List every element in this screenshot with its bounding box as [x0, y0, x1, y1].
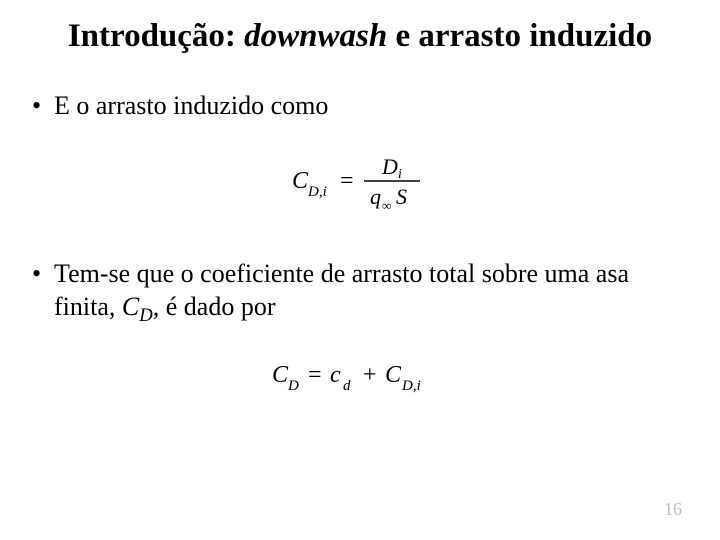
bullet-2-sub: D	[139, 305, 153, 326]
eq2-plus: +	[363, 362, 377, 388]
bullet-dot-icon: •	[30, 90, 54, 123]
equation-2-svg: C D = c d + C D,i	[250, 356, 470, 396]
bullet-1: • E o arrasto induzido como	[30, 90, 672, 123]
title-italic: downwash	[244, 18, 387, 54]
bullet-1-text: E o arrasto induzido como	[54, 90, 672, 123]
bullet-2: • Tem-se que o coeficiente de arrasto to…	[30, 258, 672, 327]
eq2-term1-sub: d	[343, 378, 351, 394]
eq2-term1-c: c	[330, 362, 341, 388]
bullet-2-var: C	[122, 292, 139, 321]
bullet-dot-icon: •	[30, 258, 54, 291]
title-part1: Introdução:	[68, 18, 244, 54]
eq1-equals: =	[340, 168, 354, 194]
eq2-equals: =	[308, 362, 322, 388]
eq1-num-sub: i	[398, 167, 402, 182]
eq1-den-q: q	[370, 184, 381, 209]
eq1-den-inf: ∞	[382, 198, 391, 213]
eq2-lhs-sub: D	[287, 378, 299, 394]
title-part2: e arrasto induzido	[387, 18, 652, 54]
equation-1-svg: C D,i = D i q ∞ S	[270, 146, 450, 214]
eq1-lhs-C: C	[292, 168, 309, 194]
slide: Introdução: downwash e arrasto induzido …	[0, 0, 720, 540]
equation-1: C D,i = D i q ∞ S	[48, 146, 672, 214]
eq2-term2-sub: D,i	[401, 378, 421, 394]
eq2-lhs-C: C	[272, 362, 289, 388]
slide-title: Introdução: downwash e arrasto induzido	[48, 18, 672, 56]
page-number: 16	[664, 499, 682, 520]
eq2-term2-C: C	[385, 362, 402, 388]
equation-2: C D = c d + C D,i	[48, 356, 672, 396]
eq1-den-S: S	[396, 184, 407, 209]
bullet-2-text: Tem-se que o coeficiente de arrasto tota…	[54, 258, 672, 327]
eq1-num-D: D	[381, 154, 398, 179]
bullet-2-part2: , é dado por	[153, 292, 276, 321]
eq1-lhs-sub: D,i	[307, 184, 327, 200]
